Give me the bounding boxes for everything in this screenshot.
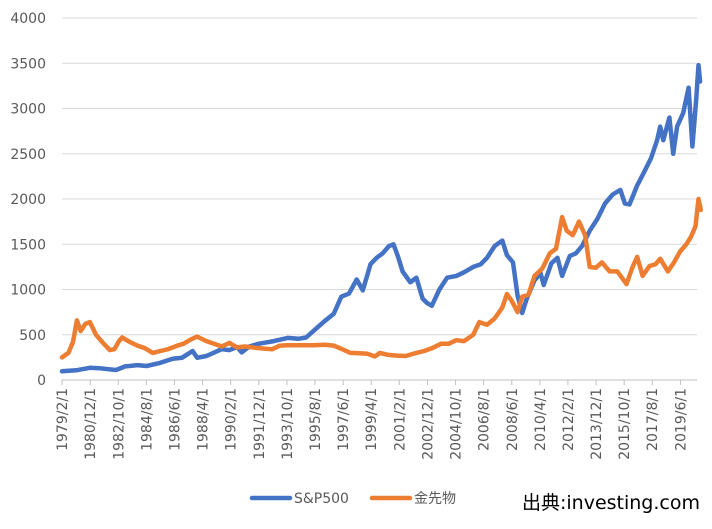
- y-tick-label: 1500: [10, 237, 46, 253]
- y-tick-label: 2000: [10, 192, 46, 208]
- x-tick-label: 2015/10/1: [617, 388, 633, 460]
- x-tick-label: 1993/10/1: [280, 388, 296, 460]
- x-tick-label: 1986/6/1: [168, 388, 184, 451]
- series-lines: [59, 62, 704, 374]
- y-tick-label: 4000: [10, 11, 46, 27]
- x-tick-label: 2004/10/1: [449, 388, 465, 460]
- y-tick-label: 3000: [10, 102, 46, 118]
- legend: S&P500 金先物: [249, 491, 456, 507]
- x-tick-label: 2012/2/1: [561, 388, 577, 451]
- x-tick-label: 1984/8/1: [139, 388, 155, 451]
- x-tick-label: 1982/10/1: [111, 388, 127, 460]
- x-tick-label: 2010/4/1: [533, 388, 549, 451]
- y-tick-label: 1000: [10, 283, 46, 299]
- grid-lines: [62, 17, 697, 336]
- x-tick-label: 2017/8/1: [645, 388, 661, 451]
- x-tick-label: 2008/6/1: [505, 388, 521, 451]
- x-tick-label: 1995/8/1: [308, 388, 324, 451]
- source-label: 出典:investing.com: [521, 492, 700, 514]
- x-axis: 1979/2/1 1980/12/1 1982/10/1 1984/8/1 1986/6…: [55, 379, 697, 460]
- x-tick-label: 1988/4/1: [196, 388, 212, 451]
- series-line-sp500: [59, 62, 703, 374]
- x-tick-label: 1997/6/1: [336, 388, 352, 451]
- x-tick-label: 2002/12/1: [420, 388, 436, 460]
- x-tick-label: 2013/12/1: [589, 388, 605, 460]
- x-tick-label: 2019/6/1: [673, 388, 689, 451]
- x-tick-label: 1991/12/1: [252, 388, 268, 460]
- y-tick-label: 500: [19, 328, 46, 344]
- x-tick-label: 1980/12/1: [83, 388, 99, 460]
- x-tick-label: 2006/8/1: [477, 388, 493, 451]
- y-tick-label: 3500: [10, 56, 46, 72]
- x-tick-label: 1990/2/1: [224, 388, 240, 451]
- y-tick-label: 0: [37, 373, 46, 389]
- series-line-gold-futures: [59, 196, 704, 360]
- y-axis: 0 500 1000 1500 2000 2500 3000 3500 4000: [10, 11, 46, 389]
- legend-label: S&P500: [294, 491, 349, 507]
- x-tick-label: 1979/2/1: [55, 388, 71, 451]
- x-tick-label: 2001/2/1: [392, 388, 408, 451]
- y-tick-label: 2500: [10, 147, 46, 163]
- x-tick-label: 1999/4/1: [364, 388, 380, 451]
- legend-label: 金先物: [414, 491, 456, 507]
